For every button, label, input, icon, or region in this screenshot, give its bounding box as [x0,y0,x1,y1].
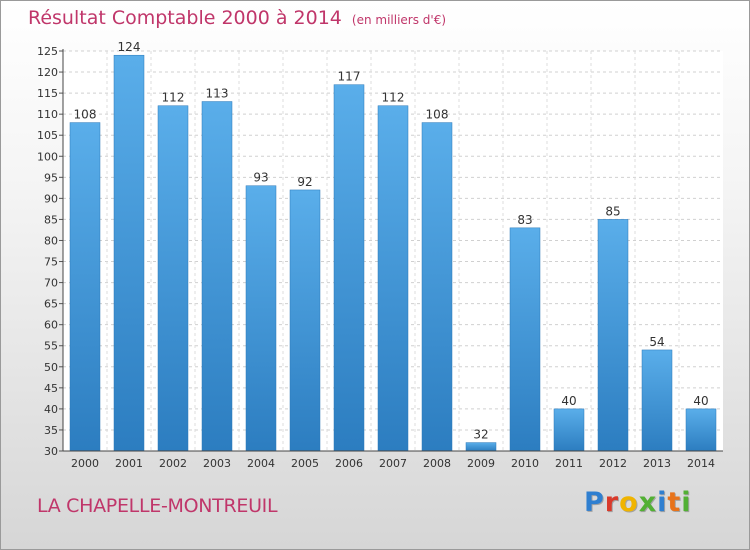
data-label: 83 [517,213,532,227]
x-tick-label: 2003 [203,457,231,470]
y-tick-label: 95 [44,171,58,184]
bar [69,122,101,452]
bar [377,105,409,452]
y-tick-label: 55 [44,340,58,353]
y-tick-label: 85 [44,213,58,226]
y-tick-label: 30 [44,445,58,458]
data-label: 113 [206,87,229,101]
y-tick-label: 80 [44,234,58,247]
bar [289,189,321,452]
y-tick-label: 70 [44,277,58,290]
bars: 108 124 112 113 93 92 117 112 108 32 83 40 85 54 40 [69,40,717,452]
y-tick-label: 100 [37,150,58,163]
bar [597,219,629,452]
data-label: 32 [473,428,488,442]
bar [333,84,365,452]
x-tick-label: 2002 [159,457,187,470]
bar [201,101,233,452]
logo-letter: x [638,487,658,518]
x-tick-label: 2009 [467,457,495,470]
bar [465,442,497,452]
data-label: 93 [253,171,268,185]
proxiti-logo: Proxiti [584,487,692,518]
y-tick-label: 75 [44,256,58,269]
x-tick-label: 2001 [115,457,143,470]
data-label: 54 [649,335,664,349]
y-tick-label: 50 [44,361,58,374]
data-label: 124 [118,40,141,54]
logo-letter: t [667,487,682,518]
bar [421,122,453,452]
y-tick-label: 125 [37,45,58,58]
x-tick-label: 2013 [643,457,671,470]
logo-letter: i [681,487,692,518]
axes: 30 35 40 45 50 55 60 65 70 75 80 85 90 95 100 105 110 115… [37,45,723,470]
data-label: 40 [693,394,708,408]
y-tick-label: 110 [37,108,58,121]
y-tick-label: 60 [44,319,58,332]
bar [641,349,673,452]
data-label: 92 [297,175,312,189]
chart-subtitle: (en milliers d'€) [351,13,447,27]
y-tick-label: 35 [44,424,58,437]
x-tick-label: 2011 [555,457,583,470]
x-tick-label: 2010 [511,457,539,470]
data-label: 117 [338,70,361,84]
commune-name: LA CHAPELLE-MONTREUIL [37,495,278,517]
x-tick-label: 2008 [423,457,451,470]
chart-title: Résultat Comptable 2000 à 2014 (en millie… [28,7,446,29]
data-label: 112 [382,91,405,105]
y-tick-label: 90 [44,192,58,205]
bar [157,105,189,452]
x-tick-label: 2014 [687,457,715,470]
logo-letter: o [619,487,639,518]
data-label: 112 [162,91,185,105]
y-tick-label: 115 [37,87,58,100]
bar [113,54,145,452]
x-tick-label: 2005 [291,457,319,470]
data-label: 108 [426,108,449,122]
y-tick-label: 105 [37,129,58,142]
chart-title-text: Résultat Comptable 2000 à 2014 [28,7,342,29]
logo-letter: P [584,487,605,518]
y-tick-label: 120 [37,66,58,79]
y-tick-label: 45 [44,382,58,395]
x-tick-label: 2007 [379,457,407,470]
bar [245,185,277,452]
y-tick-label: 65 [44,298,58,311]
bar [685,408,717,452]
x-tick-label: 2000 [71,457,99,470]
logo-letter: r [604,487,620,518]
x-tick-label: 2006 [335,457,363,470]
x-tick-label: 2012 [599,457,627,470]
data-label: 40 [561,394,576,408]
x-tick-label: 2004 [247,457,275,470]
bar [553,408,585,452]
logo-letter: i [657,487,668,518]
bar [509,227,541,452]
data-label: 108 [74,108,97,122]
y-tick-label: 40 [44,403,58,416]
data-label: 85 [605,204,620,218]
